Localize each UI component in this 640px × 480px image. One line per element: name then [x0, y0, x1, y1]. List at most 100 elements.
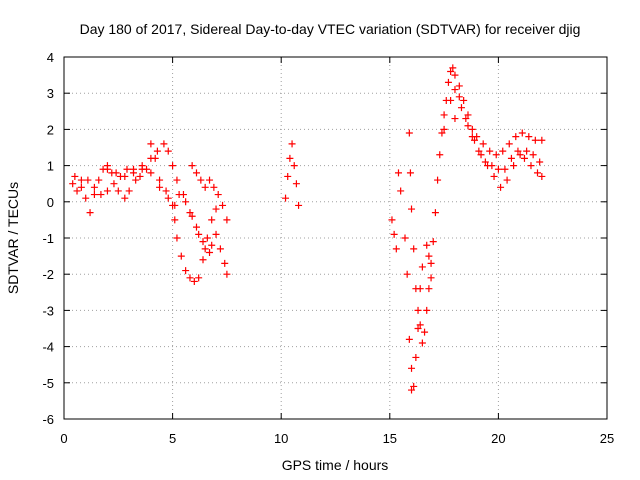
data-point — [199, 238, 207, 246]
y-tick-label: -4 — [42, 340, 54, 355]
data-point — [123, 165, 131, 173]
data-point — [90, 191, 98, 199]
data-point — [440, 111, 448, 119]
data-point — [505, 140, 513, 148]
data-point — [162, 187, 170, 195]
data-point — [82, 194, 90, 202]
data-point — [192, 169, 200, 177]
data-point — [523, 147, 531, 155]
data-point — [536, 158, 544, 166]
data-point — [223, 216, 231, 224]
data-point — [538, 136, 546, 144]
data-point — [423, 306, 431, 314]
data-point — [449, 64, 457, 72]
y-tick-label: 2 — [47, 122, 54, 137]
data-point — [219, 201, 227, 209]
series-arc-7 — [405, 64, 546, 347]
data-point — [406, 169, 414, 177]
data-point — [418, 263, 426, 271]
data-point — [186, 274, 194, 282]
data-point — [531, 136, 539, 144]
data-point — [538, 172, 546, 180]
y-tick-label: -2 — [42, 267, 54, 282]
data-point — [457, 104, 465, 112]
series-arc-8 — [440, 86, 546, 180]
data-point — [410, 382, 418, 390]
data-point — [201, 245, 209, 253]
data-point — [494, 165, 502, 173]
data-point — [171, 216, 179, 224]
data-point — [438, 129, 446, 137]
data-point — [455, 93, 463, 101]
data-point — [71, 172, 79, 180]
x-tick-label: 0 — [60, 431, 67, 446]
data-point — [475, 147, 483, 155]
y-tick-label: 0 — [47, 195, 54, 210]
data-point — [295, 201, 303, 209]
data-point — [182, 267, 190, 275]
data-point — [425, 252, 433, 260]
data-point — [103, 187, 111, 195]
data-point — [520, 154, 528, 162]
data-point — [492, 151, 500, 159]
data-point — [221, 259, 229, 267]
data-point — [451, 115, 459, 123]
series-arc-6 — [388, 169, 435, 394]
data-point — [216, 245, 224, 253]
data-point — [186, 209, 194, 217]
data-point — [451, 86, 459, 94]
data-point — [292, 180, 300, 188]
data-point — [533, 169, 541, 177]
data-point — [447, 67, 455, 75]
data-point — [421, 328, 429, 336]
data-point — [455, 82, 463, 90]
data-point — [97, 191, 105, 199]
data-point — [169, 162, 177, 170]
data-point — [440, 125, 448, 133]
data-point — [188, 162, 196, 170]
series-arc-4 — [188, 162, 231, 224]
data-point — [199, 256, 207, 264]
data-point — [444, 78, 452, 86]
data-point — [510, 162, 518, 170]
y-tick-label: -6 — [42, 412, 54, 427]
data-point — [138, 162, 146, 170]
series-arc-2 — [71, 140, 220, 285]
data-point — [86, 209, 94, 217]
data-point — [192, 223, 200, 231]
data-point — [208, 216, 216, 224]
series-arc-3 — [103, 162, 231, 278]
data-point — [427, 274, 435, 282]
data-point — [427, 259, 435, 267]
data-point — [486, 147, 494, 155]
data-point — [132, 176, 140, 184]
data-points — [69, 64, 546, 394]
data-point — [143, 165, 151, 173]
data-point — [490, 172, 498, 180]
x-tick-label: 25 — [600, 431, 614, 446]
data-point — [156, 183, 164, 191]
data-point — [121, 172, 129, 180]
data-point — [290, 162, 298, 170]
data-point — [73, 187, 81, 195]
data-point — [394, 169, 402, 177]
data-point — [529, 151, 537, 159]
data-point — [451, 71, 459, 79]
data-point — [518, 129, 526, 137]
data-point — [431, 209, 439, 217]
x-tick-label: 5 — [169, 431, 176, 446]
data-point — [130, 165, 138, 173]
data-point — [153, 147, 161, 155]
data-point — [412, 285, 420, 293]
data-point — [171, 201, 179, 209]
data-point — [484, 162, 492, 170]
data-point — [286, 154, 294, 162]
data-point — [507, 154, 515, 162]
data-point — [481, 158, 489, 166]
data-point — [136, 172, 144, 180]
plot-frame — [63, 56, 608, 420]
data-point — [282, 194, 290, 202]
data-point — [112, 169, 120, 177]
axis-ticks: 0 5 10 15 20 25 -6 -5 -4 -3 -2 -1 0 1 2 3 4 — [42, 50, 614, 446]
